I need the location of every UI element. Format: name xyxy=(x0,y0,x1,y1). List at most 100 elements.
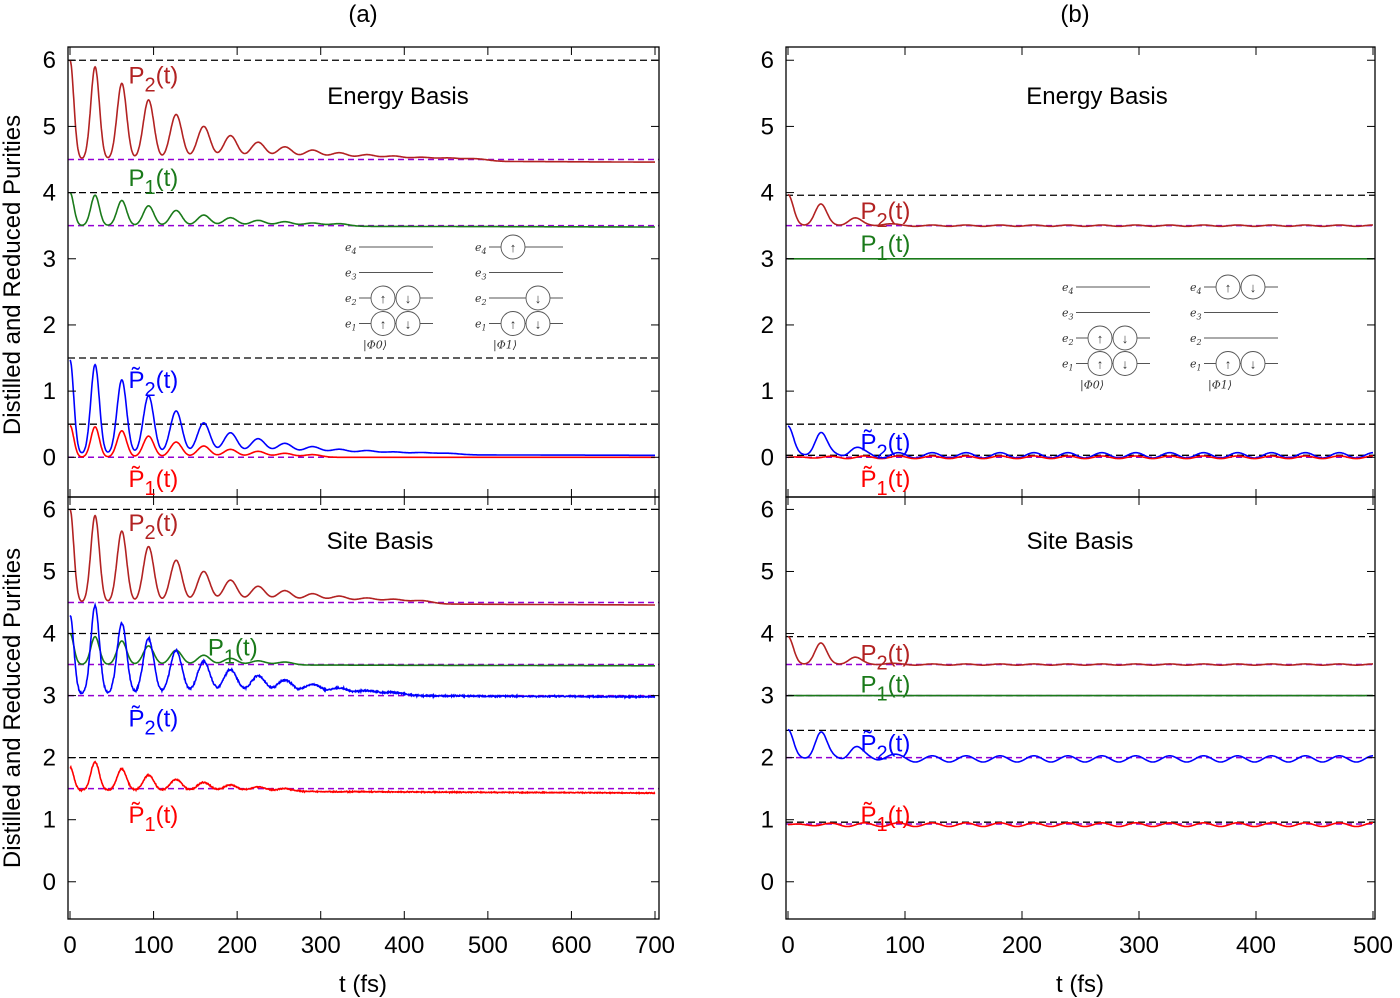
label-base: P xyxy=(861,198,877,225)
level-label: e1 xyxy=(345,318,357,333)
spin-down-arrow: ↓ xyxy=(535,317,542,332)
level-label: e1 xyxy=(1062,358,1074,373)
label-arg: (t) xyxy=(888,430,911,457)
series-line-P1t xyxy=(788,455,1373,460)
y-tick-label: 1 xyxy=(43,378,56,405)
series-line-P2t xyxy=(787,728,1373,763)
level-label: e1 xyxy=(475,318,487,333)
electron-circle xyxy=(1215,351,1241,376)
spin-up-arrow: ↑ xyxy=(1225,280,1232,295)
y-tick-label: 0 xyxy=(43,444,56,471)
x-tick-label: 700 xyxy=(635,932,675,959)
y-tick-label: 6 xyxy=(43,47,56,74)
y-tick-label: 2 xyxy=(761,745,774,772)
label-arg: (t) xyxy=(888,231,911,258)
y-tick-label: 1 xyxy=(43,807,56,834)
electron-circle xyxy=(395,285,421,311)
series-line-P2t xyxy=(787,425,1373,459)
spin-up-arrow: ↑ xyxy=(1097,357,1104,372)
y-tick-label: 3 xyxy=(761,683,774,710)
inset-diagram-1: e4 ↑ e3 e2 ↓ e1 ↑ ↓ |Φ1⟩ xyxy=(475,234,563,353)
level-label: e2 xyxy=(1062,332,1074,347)
level-subscript: 4 xyxy=(1068,287,1074,296)
series-line-P2 xyxy=(787,635,1373,666)
label-arg: (t) xyxy=(156,165,179,192)
label-subscript: 1 xyxy=(224,646,235,668)
label-arg: (t) xyxy=(888,730,911,757)
y-tick-label: 1 xyxy=(761,807,774,834)
electron-circle xyxy=(1087,325,1113,351)
label-arg: (t) xyxy=(235,634,258,661)
level-subscript: 1 xyxy=(1069,364,1074,373)
spin-up-arrow: ↑ xyxy=(510,240,517,255)
label-base: P xyxy=(861,231,877,258)
label-subscript: 2 xyxy=(145,74,156,96)
y-tick-label: 6 xyxy=(761,496,774,523)
y-tick-label: 3 xyxy=(43,683,56,710)
label-subscript: 1 xyxy=(145,814,156,836)
label-base: P̃ xyxy=(861,430,877,457)
series-label-P2t: P̃2(t) xyxy=(129,367,179,401)
label-base: P xyxy=(129,510,145,537)
series-line-P1t xyxy=(69,424,655,459)
level-label: e4 xyxy=(1062,281,1074,296)
series-label-P2: P2(t) xyxy=(861,640,911,674)
x-tick-label: 600 xyxy=(551,932,591,959)
state-label: |Φ0⟩ xyxy=(1080,379,1104,393)
level-label: e4 xyxy=(345,241,357,256)
y-tick-label: 5 xyxy=(43,113,56,140)
spin-up-arrow: ↑ xyxy=(380,317,387,332)
level-subscript: 4 xyxy=(481,247,487,256)
label-arg: (t) xyxy=(156,706,179,733)
state-label: |Φ1⟩ xyxy=(1208,379,1232,393)
spin-up-arrow: ↑ xyxy=(510,317,517,332)
series-label-P1t: P̃1(t) xyxy=(861,466,911,500)
spin-down-arrow: ↓ xyxy=(405,291,412,306)
y-tick-label: 2 xyxy=(43,312,56,339)
series-label-P2t: P̃2(t) xyxy=(861,430,911,464)
label-subscript: 1 xyxy=(877,478,888,500)
label-subscript: 2 xyxy=(145,718,156,740)
series-label-P1t: P̃1(t) xyxy=(861,802,911,836)
spin-down-arrow: ↓ xyxy=(1250,357,1257,372)
inset-diagram-1: e4 ↑ ↓ e3 e2 e1 ↑ ↓ |Φ1⟩ xyxy=(1190,274,1278,393)
x-axis-label-a: t (fs) xyxy=(339,971,387,998)
level-label: e2 xyxy=(475,292,487,307)
x-tick-label: 300 xyxy=(1119,932,1159,959)
label-arg: (t) xyxy=(156,62,179,89)
axes-frame xyxy=(67,496,660,920)
y-tick-label: 3 xyxy=(43,246,56,273)
label-subscript: 1 xyxy=(877,814,888,836)
spin-up-arrow: ↑ xyxy=(1097,331,1104,346)
electron-circle xyxy=(1112,351,1138,376)
panel-title-b: (b) xyxy=(1060,1,1089,28)
series-label-P2: P2(t) xyxy=(861,198,911,232)
label-base: P̃ xyxy=(129,466,145,493)
x-tick-label: 0 xyxy=(781,932,794,959)
label-arg: (t) xyxy=(888,466,911,493)
panel-title-a: (a) xyxy=(348,1,377,28)
label-subscript: 1 xyxy=(145,177,156,199)
basis-label-a-energy: Energy Basis xyxy=(327,83,468,110)
x-tick-label: 200 xyxy=(1002,932,1042,959)
label-arg: (t) xyxy=(156,510,179,537)
level-subscript: 2 xyxy=(481,298,487,307)
label-subscript: 2 xyxy=(877,652,888,674)
series-line-P1t xyxy=(69,760,656,795)
level-subscript: 3 xyxy=(482,273,487,282)
electron-circle xyxy=(525,311,551,336)
electron-circle xyxy=(525,285,551,311)
y-tick-label: 0 xyxy=(43,869,56,896)
y-tick-label: 4 xyxy=(43,621,56,648)
state-label: |Φ1⟩ xyxy=(493,339,517,353)
y-tick-label: 5 xyxy=(761,558,774,585)
series-label-P1: P1(t) xyxy=(129,165,179,199)
level-subscript: 4 xyxy=(351,247,357,256)
series-label-P2: P2(t) xyxy=(129,510,179,544)
label-subscript: 1 xyxy=(877,683,888,705)
series-label-P1t: P̃1(t) xyxy=(129,466,179,500)
x-tick-label: 500 xyxy=(1353,932,1393,959)
